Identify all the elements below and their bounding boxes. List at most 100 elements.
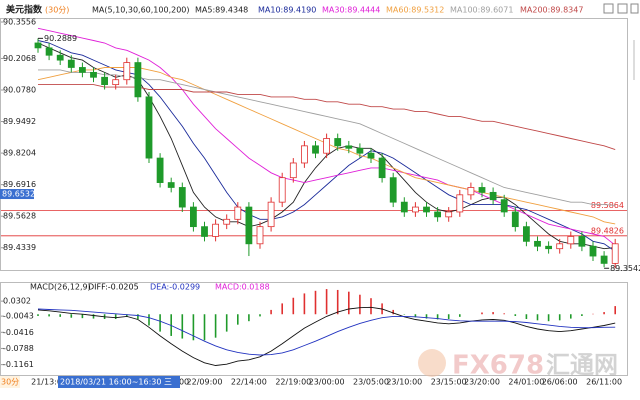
candle-body	[334, 138, 342, 147]
watermark-logo	[418, 349, 446, 377]
macd-title: MACD(26,12,9)	[30, 283, 91, 292]
cursor-time-box	[58, 376, 180, 388]
macd-frame	[0, 282, 628, 376]
candle-body	[189, 206, 197, 228]
candle-body	[611, 243, 619, 264]
icon[interactable]	[617, 3, 628, 14]
y-tick-label: -0.0416	[3, 328, 34, 337]
price-line-label: 89.5864	[591, 201, 624, 210]
y-tick-label: 89.6916	[3, 180, 36, 189]
y-tick-label: -0.0043	[3, 312, 34, 321]
candle-body	[356, 147, 364, 154]
legend-entry: DIFF:-0.0205	[88, 283, 139, 292]
legend-entry: MA200:89.8347	[520, 6, 583, 15]
candle-body	[556, 243, 564, 250]
candle-body	[400, 201, 408, 213]
x-tick-label: 24/01:00	[508, 378, 544, 387]
candle-body	[323, 138, 331, 154]
candle-body	[167, 182, 175, 188]
candle-body	[312, 145, 319, 154]
y-tick-label: -0.1161	[3, 360, 34, 369]
candle-body	[101, 76, 108, 86]
x-tick-label: 22/14:00	[231, 378, 267, 387]
icon[interactable]	[630, 3, 639, 14]
x-tick-label: 23/20:00	[464, 378, 500, 387]
candle-body	[267, 201, 275, 228]
candle-body	[56, 54, 64, 61]
x-tick-label: 21/13:00	[31, 378, 67, 387]
candle-body	[34, 42, 42, 49]
ma-line	[38, 69, 616, 206]
legend-entry: MA10:89.4190	[258, 6, 316, 15]
legend-entry: MA30:89.4444	[322, 6, 380, 15]
y-tick-label: 90.2068	[3, 54, 36, 63]
y-tick-label: 90.3556	[3, 18, 36, 27]
candle-body	[300, 145, 308, 164]
candle-body	[201, 226, 208, 237]
legend-entry: MA5:89.4348	[195, 6, 248, 15]
candle-body	[534, 240, 541, 247]
y-tick-label: 89.8204	[3, 149, 36, 158]
candle-body	[511, 211, 519, 228]
candle-body	[489, 191, 497, 201]
candle-body	[545, 245, 552, 250]
main-frame	[0, 18, 628, 271]
period: (30分)	[45, 6, 69, 15]
price-line-label: 89.4826	[591, 226, 624, 235]
x-tick-label: 23/00:00	[309, 378, 345, 387]
candle-body	[234, 206, 242, 220]
ma-line	[38, 84, 616, 151]
candle-body	[411, 206, 419, 213]
y-tick-label: 0.0302	[3, 297, 31, 306]
candle-body	[79, 67, 86, 73]
candle-body	[434, 211, 442, 218]
x-tick-label: 23/15:00	[431, 378, 467, 387]
period-badge: 30分	[1, 378, 19, 387]
candle-body	[500, 199, 508, 213]
candle-body	[389, 177, 397, 203]
legend-entry: DEA:-0.0299	[150, 283, 200, 292]
ma-title: MA(5,10,30,60,100,200)	[92, 6, 190, 15]
x-tick-label: 23/10:00	[386, 378, 422, 387]
candle-body	[289, 162, 297, 179]
candle-body	[378, 157, 386, 179]
candle-body	[134, 62, 142, 98]
legend-entry: MA100:89.6071	[450, 6, 513, 15]
period-badge-box	[0, 376, 20, 388]
watermark-text: FX678	[452, 351, 544, 381]
icon[interactable]	[603, 3, 614, 14]
candle-body	[212, 223, 220, 237]
watermark: FX678 汇通网	[418, 349, 618, 381]
candle-body	[278, 177, 286, 203]
cursor-price-label: 89.6532	[2, 190, 35, 199]
chart-title: 美元指数	[6, 4, 43, 16]
macd-line	[37, 308, 616, 356]
candle-body	[367, 152, 375, 159]
candle-body	[112, 79, 120, 86]
x-tick-label: 23/05:00	[353, 378, 389, 387]
candle-body	[145, 96, 153, 159]
candle-body	[600, 255, 608, 264]
candle-body	[123, 62, 131, 81]
candle-body	[45, 47, 53, 56]
low-marker: 89.3542	[610, 264, 640, 273]
y-tick-label: 89.5628	[3, 212, 36, 221]
candle-body	[90, 71, 97, 78]
cursor-time: 2018/03/21 16:00~16:30 三	[60, 378, 172, 387]
candle-body	[223, 218, 231, 225]
candle-body	[478, 187, 486, 193]
candle-body	[256, 226, 264, 245]
candle-body	[567, 236, 575, 245]
candle-body	[156, 157, 164, 183]
y-tick-label: 90.0780	[3, 86, 36, 95]
x-tick-label: 22/19:00	[275, 378, 311, 387]
x-tick-label: 26/11:00	[586, 378, 622, 387]
x-tick-label: 26/06:00	[542, 378, 578, 387]
y-tick-label: -0.0788	[3, 344, 34, 353]
ma-line	[37, 40, 616, 252]
candle-body	[523, 226, 530, 242]
candle-body	[178, 187, 186, 208]
legend-entry: MACD:0.0188	[215, 283, 270, 292]
